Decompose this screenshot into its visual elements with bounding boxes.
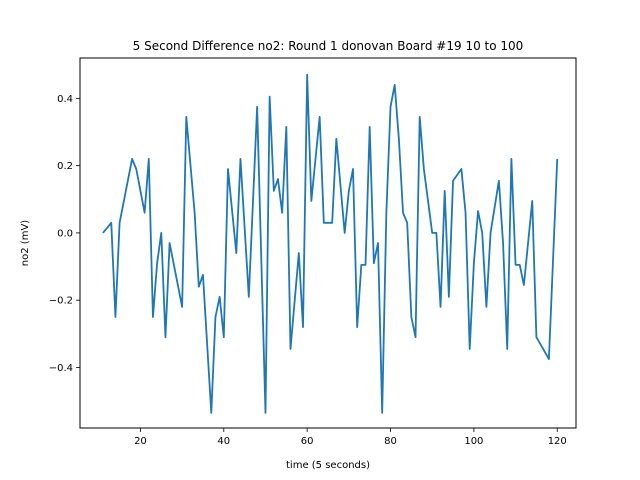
x-tick-label: 120 — [548, 436, 567, 447]
x-axis: 20 40 60 80 100 120 — [134, 428, 567, 447]
x-tick-label: 80 — [384, 436, 397, 447]
x-axis-label: time (5 seconds) — [286, 460, 370, 471]
axes-frame — [79, 57, 577, 429]
series-line-0 — [102, 73, 559, 414]
y-tick-label: −0.4 — [49, 363, 73, 374]
x-tick-label: 40 — [217, 436, 230, 447]
x-tick-label: 100 — [464, 436, 483, 447]
x-tick-label: 20 — [134, 436, 147, 447]
x-tick-label: 60 — [301, 436, 314, 447]
y-tick-label: 0.4 — [57, 94, 73, 105]
chart-title: 5 Second Difference no2: Round 1 donovan… — [133, 39, 524, 53]
y-tick-label: 0.2 — [57, 161, 73, 172]
plot-area — [102, 73, 559, 414]
y-tick-label: 0.0 — [57, 228, 73, 239]
y-axis-label: no2 (mV) — [20, 220, 31, 266]
y-tick-label: −0.2 — [49, 296, 73, 307]
y-axis: −0.4 −0.2 0.0 0.2 0.4 — [49, 94, 80, 374]
